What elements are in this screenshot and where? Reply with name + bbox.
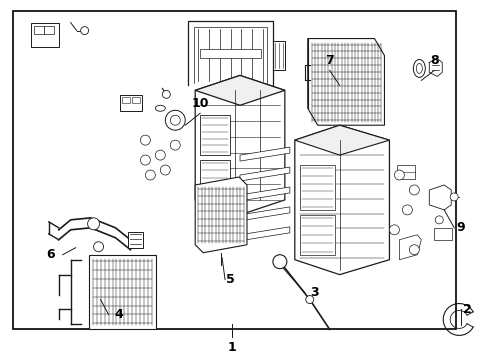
Polygon shape xyxy=(429,185,451,210)
Polygon shape xyxy=(240,147,290,161)
Text: 3: 3 xyxy=(311,286,319,299)
Circle shape xyxy=(450,193,458,201)
Polygon shape xyxy=(295,125,390,275)
Circle shape xyxy=(171,140,180,150)
Bar xyxy=(132,97,141,103)
Polygon shape xyxy=(195,75,285,105)
Bar xyxy=(397,165,416,179)
Text: 1: 1 xyxy=(228,341,237,354)
Bar xyxy=(44,26,54,33)
Circle shape xyxy=(409,185,419,195)
Circle shape xyxy=(81,27,89,35)
Ellipse shape xyxy=(414,59,425,77)
Circle shape xyxy=(88,218,99,230)
Polygon shape xyxy=(308,39,385,125)
Bar xyxy=(300,215,335,255)
Text: 10: 10 xyxy=(192,97,209,110)
Polygon shape xyxy=(240,187,290,201)
Polygon shape xyxy=(195,177,247,253)
Polygon shape xyxy=(89,255,156,329)
Bar xyxy=(434,228,452,240)
Text: 2: 2 xyxy=(463,303,471,316)
Ellipse shape xyxy=(155,105,165,111)
Circle shape xyxy=(165,110,185,130)
Polygon shape xyxy=(240,167,290,181)
Bar xyxy=(13,11,456,329)
Circle shape xyxy=(160,165,171,175)
Bar xyxy=(31,23,59,46)
Circle shape xyxy=(162,90,171,98)
Polygon shape xyxy=(399,235,421,260)
Circle shape xyxy=(273,255,287,269)
Polygon shape xyxy=(295,125,390,155)
Bar xyxy=(128,232,144,248)
Circle shape xyxy=(155,150,165,160)
Polygon shape xyxy=(240,227,290,241)
Circle shape xyxy=(390,225,399,235)
Text: 5: 5 xyxy=(226,273,234,286)
Circle shape xyxy=(435,216,443,224)
Text: 4: 4 xyxy=(114,308,123,321)
Circle shape xyxy=(171,115,180,125)
Text: 9: 9 xyxy=(457,221,465,234)
Circle shape xyxy=(141,155,150,165)
Polygon shape xyxy=(240,207,290,221)
Bar xyxy=(200,115,230,155)
Bar xyxy=(200,49,261,58)
Ellipse shape xyxy=(416,63,422,73)
Circle shape xyxy=(394,170,404,180)
Circle shape xyxy=(306,296,314,303)
Bar xyxy=(200,160,230,195)
Polygon shape xyxy=(195,75,285,215)
Bar xyxy=(34,26,44,33)
Text: 7: 7 xyxy=(325,54,334,67)
Bar xyxy=(122,97,130,103)
Bar xyxy=(300,165,335,210)
Text: 6: 6 xyxy=(47,248,55,261)
Circle shape xyxy=(146,170,155,180)
Bar xyxy=(121,95,143,111)
Text: 8: 8 xyxy=(430,54,439,67)
Circle shape xyxy=(94,242,103,252)
Circle shape xyxy=(141,135,150,145)
Circle shape xyxy=(409,245,419,255)
Circle shape xyxy=(402,205,413,215)
